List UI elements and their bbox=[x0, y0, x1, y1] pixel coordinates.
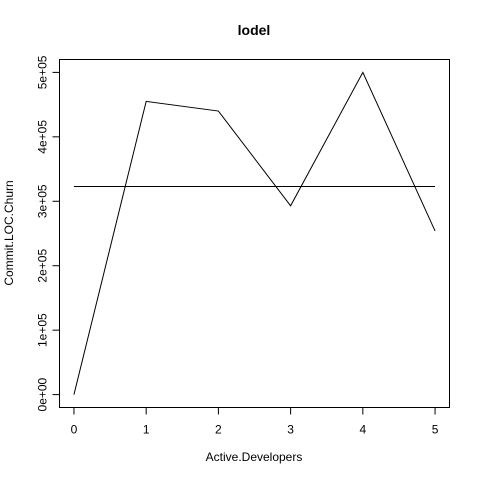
y-axis: 0e+00 1e+05 2e+05 3e+05 4e+05 5e+05 bbox=[36, 55, 60, 411]
y-tick-label: 0e+00 bbox=[36, 377, 50, 411]
y-tick-label: 2e+05 bbox=[36, 249, 50, 283]
series-line bbox=[73, 71, 436, 395]
plot-frame bbox=[59, 59, 450, 408]
y-axis-label: Commit.LOC.Churn bbox=[2, 180, 16, 285]
y-tick-label: 4e+05 bbox=[36, 120, 50, 154]
x-tick-label: 3 bbox=[287, 423, 294, 437]
x-axis: 0 1 2 3 4 5 bbox=[71, 407, 439, 437]
y-tick-label: 5e+05 bbox=[36, 55, 50, 89]
y-tick-label: 1e+05 bbox=[36, 313, 50, 347]
x-tick-label: 2 bbox=[215, 423, 222, 437]
x-tick-label: 5 bbox=[432, 423, 439, 437]
x-axis-label: Active.Developers bbox=[206, 450, 303, 464]
x-tick-label: 0 bbox=[71, 423, 78, 437]
x-tick-label: 1 bbox=[143, 423, 150, 437]
y-tick-label: 3e+05 bbox=[36, 184, 50, 218]
chart-title: lodel bbox=[238, 22, 271, 38]
x-tick-label: 4 bbox=[359, 423, 366, 437]
